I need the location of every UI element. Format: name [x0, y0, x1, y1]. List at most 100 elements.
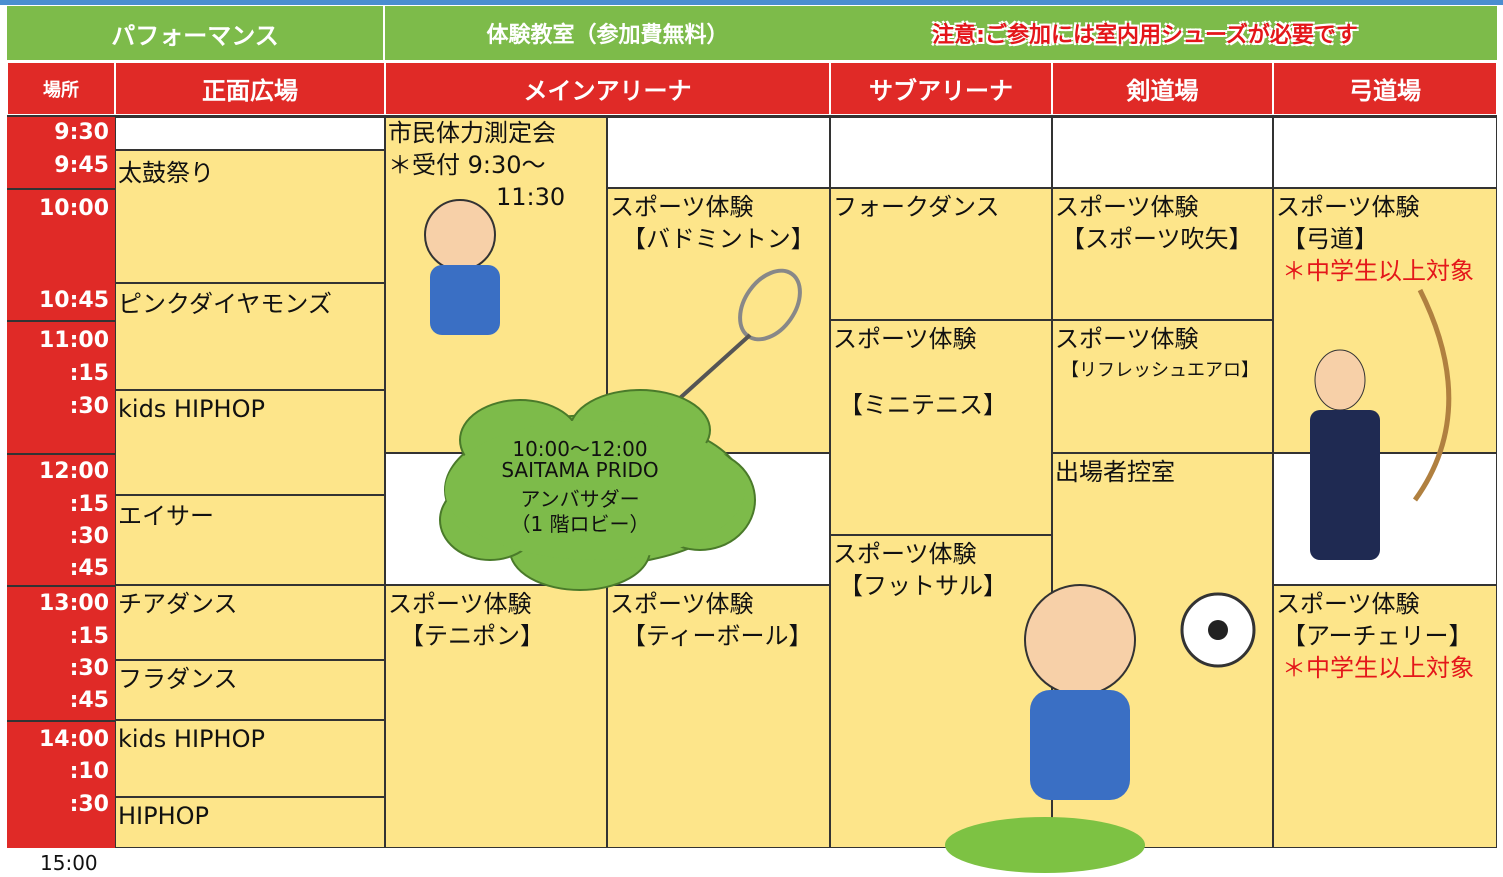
- archer-body: [1310, 410, 1380, 560]
- schedule-cell: kids HIPHOP: [115, 390, 385, 495]
- runner-head: [424, 199, 496, 271]
- time-label: 11:00: [38, 328, 109, 353]
- cell-text: フラダンス: [118, 665, 238, 693]
- time-separator: [7, 453, 115, 455]
- schedule-cell: スポーツ体験【テニポン】: [385, 585, 607, 848]
- cell-text: 【ティーボール】: [622, 622, 813, 650]
- schedule-cell: スポーツ体験【スポーツ吹矢】: [1052, 188, 1273, 320]
- time-separator: [7, 188, 115, 190]
- schedule-cell: フラダンス: [115, 660, 385, 720]
- racket-handle: [678, 333, 752, 400]
- cell-text: 【アーチェリー】: [1282, 622, 1473, 650]
- cell-text: 【スポーツ吹矢】: [1061, 225, 1253, 253]
- cell-note: ＊中学生以上対象: [1282, 257, 1474, 285]
- time-label: 9:30: [54, 120, 109, 145]
- cell-text: 市民体力測定会: [388, 119, 556, 147]
- time-label: :15: [69, 624, 109, 649]
- callout-text: （1 階ロビー）: [510, 512, 650, 536]
- schedule-cell: スポーツ体験 【弓道】 ＊中学生以上対象: [1273, 188, 1497, 453]
- column-header: 弓道場: [1273, 62, 1497, 115]
- time-label: :30: [69, 656, 109, 681]
- time-label: :10: [69, 759, 109, 784]
- cell-text: ピンクダイヤモンズ: [118, 290, 332, 318]
- time-separator: [7, 320, 115, 322]
- empty-cell: [1052, 117, 1273, 188]
- schedule-cell: チアダンス: [115, 585, 385, 660]
- schedule-cell: フォークダンス: [830, 188, 1052, 320]
- archer-head: [1314, 349, 1366, 411]
- column-header: メインアリーナ: [385, 62, 830, 115]
- bow: [1412, 288, 1452, 502]
- cell-text: スポーツ体験: [610, 590, 754, 618]
- schedule-cell: スポーツ体験【ミニテニス】: [830, 320, 1052, 535]
- racket: [738, 268, 802, 342]
- cell-text: スポーツ体験: [1055, 325, 1199, 353]
- header-performance: パフォーマンス: [7, 6, 385, 60]
- cloud-fill: [445, 420, 745, 560]
- top-bar: [0, 0, 1503, 5]
- time-label: :30: [69, 524, 109, 549]
- empty-cell: [115, 117, 385, 150]
- header-workshop: 体験教室（参加費無料）: [486, 23, 729, 48]
- time-label: :30: [69, 394, 109, 419]
- cell-text: 【バドミントン】: [622, 225, 815, 253]
- cell-text: 【リフレッシュエアロ】: [1061, 360, 1259, 381]
- schedule-cell: ピンクダイヤモンズ: [115, 283, 385, 390]
- time-label: 10:00: [38, 196, 109, 221]
- time-separator: [7, 720, 115, 722]
- callout-text: 10:00～12:00: [512, 437, 648, 461]
- cell-text: スポーツ体験: [833, 325, 977, 353]
- column-header: 正面広場: [115, 62, 385, 115]
- cell-text: 太鼓祭り: [118, 159, 214, 187]
- time-separator: [7, 585, 115, 587]
- cell-text: スポーツ体験: [388, 590, 532, 618]
- cell-text: ＊受付 9:30～: [388, 151, 546, 179]
- cell-text: 出場者控室: [1055, 458, 1175, 486]
- empty-cell: [830, 117, 1052, 188]
- schedule-cell: スポーツ体験【リフレッシュエアロ】: [1052, 320, 1273, 453]
- time-label: 10:45: [38, 288, 109, 313]
- time-label: :30: [69, 792, 109, 817]
- column-header: 剣道場: [1052, 62, 1273, 115]
- cell-text: 【テニポン】: [400, 622, 544, 650]
- cell-text: チアダンス: [118, 590, 238, 618]
- green-header: [7, 6, 1497, 60]
- cell-text: スポーツ体験: [833, 540, 977, 568]
- cell-note: ＊中学生以上対象: [1282, 654, 1474, 682]
- cell-text: HIPHOP: [118, 802, 210, 830]
- schedule-cell: 太鼓祭り: [115, 150, 385, 283]
- end-time: 15:00: [40, 851, 98, 875]
- cell-text: フォークダンス: [833, 193, 1000, 221]
- schedule-cell: エイサー: [115, 495, 385, 585]
- schedule-cell: スポーツ体験【ティーボール】: [607, 585, 830, 848]
- cell-text: スポーツ体験: [1055, 193, 1199, 221]
- grass: [945, 817, 1145, 873]
- cell-text: 【ミニテニス】: [839, 391, 1007, 419]
- player-body: [1030, 690, 1130, 800]
- time-label: 13:00: [38, 591, 109, 616]
- cell-text: スポーツ体験: [1276, 193, 1420, 221]
- time-label: 14:00: [38, 727, 109, 752]
- schedule-cell: 市民体力測定会 ＊受付 9:30～ 11:30: [385, 117, 607, 453]
- schedule-cell: kids HIPHOP: [115, 720, 385, 797]
- runner-body: [430, 265, 500, 335]
- cell-text: エイサー: [118, 502, 214, 530]
- schedule-cell: スポーツ体験【フットサル】: [830, 535, 1052, 848]
- header-notice: 注意:ご参加には室内用シューズが必要です: [932, 23, 1358, 48]
- callout-text: アンバサダー: [520, 487, 640, 511]
- time-label: :15: [69, 492, 109, 517]
- time-column: [7, 117, 115, 848]
- empty-cell: [607, 117, 830, 188]
- cell-text: 【フットサル】: [839, 572, 1007, 600]
- callout-text: SAITAMA PRIDO: [501, 458, 659, 482]
- schedule-cell: スポーツ体験【アーチェリー】 ＊中学生以上対象: [1273, 585, 1497, 848]
- cell-text: スポーツ体験: [1276, 590, 1420, 618]
- cell-text: 11:30: [496, 183, 566, 211]
- time-label: :45: [69, 688, 109, 713]
- cell-text: kids HIPHOP: [118, 725, 265, 753]
- empty-cell: [1273, 117, 1497, 188]
- ball-patch: [1208, 620, 1228, 640]
- time-label: :45: [69, 556, 109, 581]
